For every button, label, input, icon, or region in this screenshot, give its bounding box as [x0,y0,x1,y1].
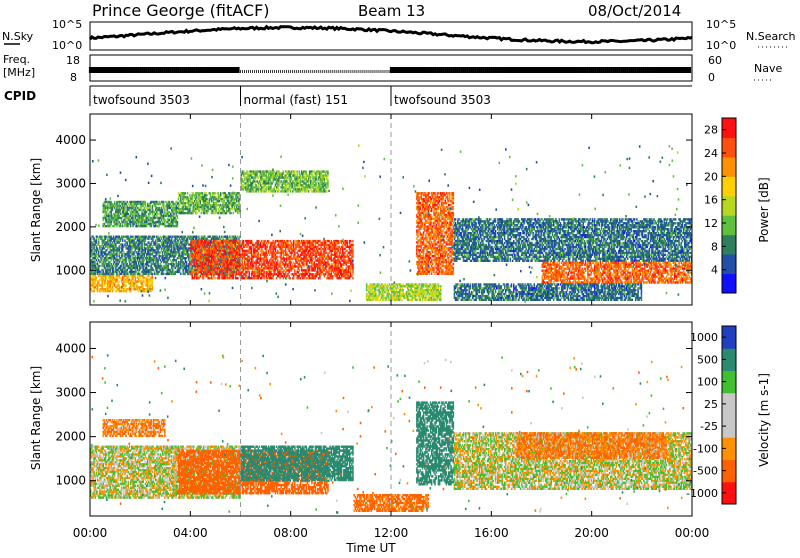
data-cell [233,212,235,214]
freq-tick-low: 8 [70,71,77,84]
data-cell [196,212,198,214]
data-cell [157,213,159,215]
data-cell [207,263,209,265]
data-cell [112,209,114,211]
freq-label: Freq. [3,53,30,66]
data-cell [121,219,123,221]
data-cell [98,282,100,284]
data-cell [130,225,132,227]
beam-label: Beam 13 [358,2,425,20]
data-cell [99,265,101,267]
nave-tick-high: 60 [708,54,722,67]
data-cell [125,284,127,286]
data-cell [187,192,189,194]
data-cell [180,273,182,275]
noise-right-tick-low: 10^0 [706,39,736,52]
data-cell [152,282,154,284]
freq-panel: Freq. [MHz] 18 8 60 0 Nave [3,53,782,84]
data-cell [135,277,137,279]
data-cell [198,210,200,212]
data-cell [225,250,227,252]
noise-frame [90,22,692,50]
data-cell [237,277,239,279]
data-cell [95,282,97,284]
data-cell [177,225,179,227]
station-title: Prince George (fitACF) [92,1,270,20]
data-cell [150,225,152,227]
data-cell [152,273,154,275]
power-cells [90,114,692,305]
noise-sky-line [90,27,692,43]
data-cell [299,269,301,271]
data-cell [185,192,187,194]
data-cell [267,246,269,248]
data-cell [122,240,124,242]
data-cell [104,284,106,286]
noise-left-tick-low: 10^0 [52,39,82,52]
data-cell [122,225,124,227]
cpid-segment-label: normal (fast) 151 [244,93,348,107]
data-cell [263,277,265,279]
data-cell [163,273,165,275]
data-cell [120,277,122,279]
data-cell [119,280,121,282]
data-cell [290,277,292,279]
data-cell [272,277,274,279]
cpid-label: CPID [4,89,36,103]
noise-search-label: N.Search [746,30,796,43]
noise-sky-label: N.Sky [2,30,34,43]
data-cell [154,236,156,238]
data-cell [190,265,192,267]
data-cell [96,277,98,279]
noise-left-tick-high: 10^5 [52,18,82,31]
data-cell [200,275,202,277]
data-cell [177,217,179,219]
data-cell [277,256,279,258]
data-cell [230,212,232,214]
data-cell [97,290,99,292]
data-cell [139,273,141,275]
data-cell [203,277,205,279]
freq-unit-label: [MHz] [3,66,35,79]
noise-right-tick-high: 10^5 [706,18,736,31]
data-cell [293,277,295,279]
date-label: 08/Oct/2014 [588,2,681,20]
nave-label: Nave [754,62,782,75]
data-cell [268,242,270,244]
data-cell [214,277,216,279]
noise-panel: N.Sky 10^5 10^0 10^5 10^0 N.Search [2,18,796,52]
data-cell [131,288,133,290]
data-cell [152,288,154,290]
freq-tick-high: 18 [66,54,80,67]
cpid-segment-label: twofsound 3503 [93,93,190,107]
data-cell [233,277,235,279]
data-cell [101,282,103,284]
data-cell [231,208,233,210]
data-cell [113,288,115,290]
nave-tick-low: 0 [708,71,715,84]
data-cell [152,277,154,279]
freq-bars [90,67,690,73]
data-cell [116,273,118,275]
data-cell [206,194,208,196]
data-cell [145,240,147,242]
cpid-segments: twofsound 3503 normal (fast) 151 twofsound… [90,86,491,107]
data-cell [165,219,167,221]
data-cell [219,277,221,279]
cpid-segment-label: twofsound 3503 [394,93,491,107]
data-cell [93,290,95,292]
data-cell [148,265,150,267]
